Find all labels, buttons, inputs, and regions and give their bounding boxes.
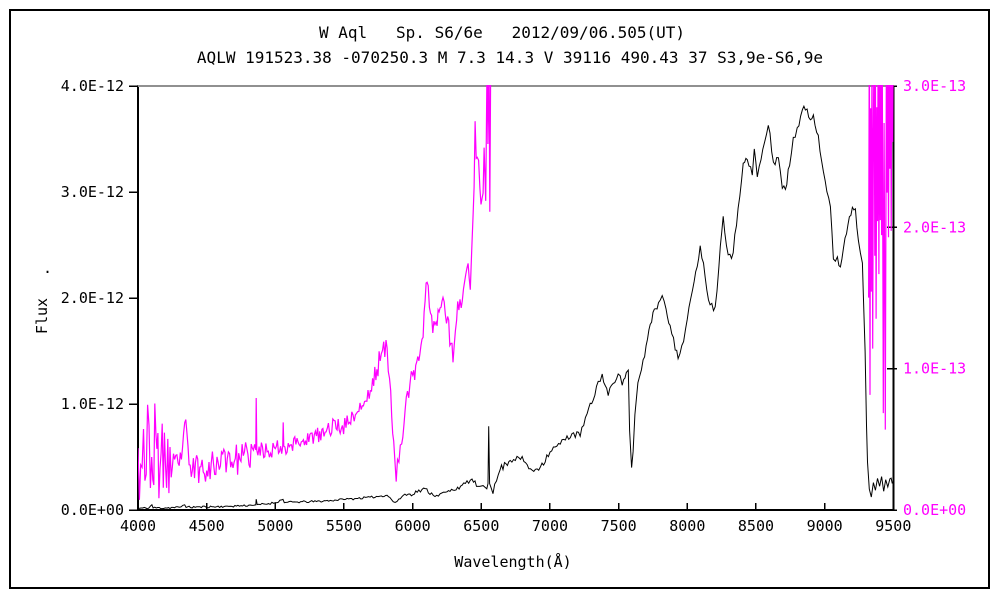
right-tick-label-0: 0.0E+00 — [903, 501, 966, 519]
stray-dot: . — [43, 259, 52, 277]
x-tick-label-9500: 9500 — [875, 517, 911, 535]
left-tick-label-2: 2.0E-12 — [61, 289, 124, 307]
x-tick-label-8500: 8500 — [738, 517, 774, 535]
x-tick-label-7500: 7500 — [601, 517, 637, 535]
data-traces — [138, 85, 894, 510]
chart-subtitle: AQLW 191523.38 -070250.3 M 7.3 14.3 V 39… — [197, 48, 823, 67]
left-tick-label-4: 4.0E-12 — [61, 77, 124, 95]
x-axis-label: Wavelength(Å) — [454, 552, 571, 571]
x-tick-label-5500: 5500 — [326, 517, 362, 535]
axis-tick-labels: 4000 4500 5000 5500 6000 6500 7000 7500 8000 8500… — [61, 77, 966, 535]
left-tick-label-0: 0.0E+00 — [61, 501, 124, 519]
right-tick-label-1: 1.0E-13 — [903, 360, 966, 378]
right-tick-label-2: 2.0E-13 — [903, 218, 966, 236]
x-tick-label-4000: 4000 — [120, 517, 156, 535]
left-tick-label-1: 1.0E-12 — [61, 395, 124, 413]
x-tick-label-6500: 6500 — [463, 517, 499, 535]
x-tick-label-7000: 7000 — [532, 517, 568, 535]
left-tick-label-3: 3.0E-12 — [61, 183, 124, 201]
axis-ticks — [129, 85, 897, 511]
x-tick-label-9000: 9000 — [807, 517, 843, 535]
image-border — [9, 9, 990, 589]
x-tick-label-4500: 4500 — [189, 517, 225, 535]
x-tick-label-5000: 5000 — [257, 517, 293, 535]
spectrum-magenta-trace — [138, 85, 492, 500]
chart-title: W Aql Sp. S6/6e 2012/09/06.505(UT) — [319, 23, 685, 42]
spectrum-black-trace — [138, 104, 893, 510]
right-tick-label-3: 3.0E-13 — [903, 77, 966, 95]
x-tick-label-6000: 6000 — [395, 517, 431, 535]
y-axis-label: Flux — [33, 298, 51, 334]
spectrum-magenta-trace — [868, 85, 894, 430]
x-tick-label-8000: 8000 — [669, 517, 705, 535]
